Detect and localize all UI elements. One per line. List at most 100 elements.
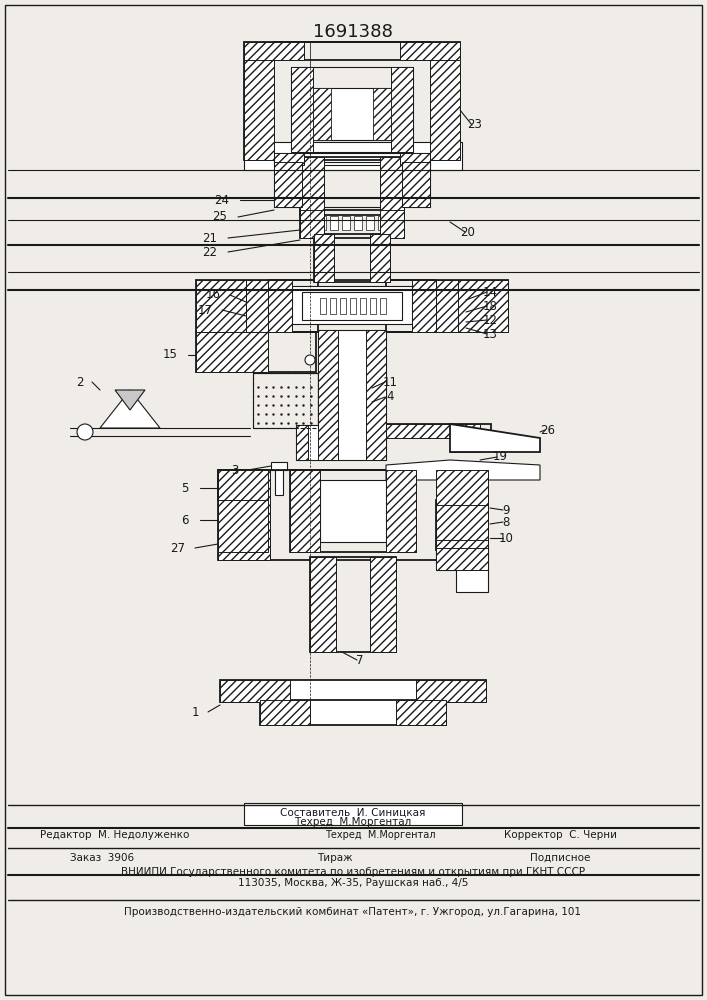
Bar bbox=[436, 548, 488, 570]
Bar bbox=[244, 50, 274, 160]
Bar bbox=[300, 157, 404, 215]
Bar bbox=[342, 216, 350, 230]
Bar bbox=[386, 470, 416, 552]
Polygon shape bbox=[450, 424, 540, 452]
Text: 21: 21 bbox=[202, 232, 218, 244]
Polygon shape bbox=[115, 390, 145, 410]
Bar bbox=[300, 210, 404, 238]
Bar bbox=[274, 153, 430, 165]
Bar bbox=[260, 700, 310, 725]
Bar bbox=[370, 298, 376, 314]
Bar bbox=[370, 557, 396, 652]
Bar bbox=[386, 424, 491, 438]
Text: 9: 9 bbox=[502, 504, 510, 516]
Bar bbox=[436, 548, 488, 570]
Bar bbox=[450, 424, 480, 452]
Bar bbox=[253, 373, 318, 428]
Text: Подписное: Подписное bbox=[530, 853, 590, 863]
Text: Заказ  3906: Заказ 3906 bbox=[70, 853, 134, 863]
Bar bbox=[386, 280, 508, 332]
Bar bbox=[310, 557, 396, 652]
Bar bbox=[436, 470, 488, 560]
Bar bbox=[380, 157, 404, 215]
Text: Производственно-издательский комбинат «Патент», г. Ужгород, ул.Гагарина, 101: Производственно-издательский комбинат «П… bbox=[124, 907, 581, 917]
Text: 24: 24 bbox=[214, 194, 230, 207]
Bar bbox=[302, 292, 402, 320]
Bar bbox=[274, 153, 304, 165]
Bar bbox=[354, 216, 362, 230]
Bar bbox=[310, 557, 336, 652]
Bar bbox=[196, 280, 318, 332]
Bar bbox=[360, 298, 366, 314]
Bar bbox=[291, 67, 313, 152]
Bar bbox=[292, 286, 412, 324]
Bar bbox=[244, 142, 462, 170]
Bar bbox=[318, 216, 326, 230]
Bar bbox=[412, 280, 436, 332]
Bar bbox=[220, 680, 486, 702]
Text: 18: 18 bbox=[483, 300, 498, 312]
Bar bbox=[275, 465, 283, 495]
Text: 19: 19 bbox=[493, 450, 508, 464]
Bar bbox=[313, 88, 331, 140]
Bar bbox=[366, 330, 386, 460]
Bar bbox=[320, 480, 386, 542]
Bar bbox=[218, 500, 268, 552]
Bar bbox=[456, 568, 488, 592]
Bar bbox=[378, 216, 386, 230]
Text: 17: 17 bbox=[197, 304, 213, 316]
Bar bbox=[380, 298, 386, 314]
Bar bbox=[196, 332, 316, 372]
Bar bbox=[218, 470, 268, 500]
Text: 13: 13 bbox=[483, 328, 498, 340]
Bar bbox=[260, 700, 446, 725]
Bar bbox=[274, 42, 430, 60]
Bar bbox=[370, 234, 390, 282]
Text: 12: 12 bbox=[482, 314, 498, 326]
Bar bbox=[436, 500, 488, 550]
Bar bbox=[296, 425, 320, 460]
Text: Техред  М.Моргентал: Техред М.Моргентал bbox=[294, 817, 411, 827]
Bar bbox=[244, 42, 304, 60]
Bar bbox=[196, 280, 246, 332]
Bar bbox=[296, 425, 308, 460]
Text: 7: 7 bbox=[356, 654, 363, 666]
Bar bbox=[416, 680, 486, 702]
Bar bbox=[373, 88, 391, 140]
Bar bbox=[218, 470, 268, 500]
Bar bbox=[400, 153, 430, 165]
Text: 20: 20 bbox=[460, 226, 475, 238]
Bar bbox=[244, 803, 462, 825]
Bar bbox=[402, 162, 430, 207]
Text: 23: 23 bbox=[467, 118, 482, 131]
Bar bbox=[458, 280, 508, 332]
Text: 6: 6 bbox=[181, 514, 189, 526]
Bar bbox=[314, 234, 334, 282]
Text: Редактор  М. Недолуженко: Редактор М. Недолуженко bbox=[40, 830, 189, 840]
Text: 26: 26 bbox=[540, 424, 556, 436]
Polygon shape bbox=[100, 390, 160, 428]
Text: 5: 5 bbox=[181, 482, 189, 494]
Text: 14: 14 bbox=[482, 286, 498, 298]
Bar bbox=[391, 67, 413, 152]
Bar bbox=[396, 700, 446, 725]
Bar bbox=[436, 505, 488, 540]
Polygon shape bbox=[386, 460, 540, 480]
Bar bbox=[318, 330, 338, 460]
Bar bbox=[380, 210, 404, 238]
Bar bbox=[436, 280, 458, 332]
Bar bbox=[291, 67, 413, 152]
Bar bbox=[268, 280, 292, 332]
Bar bbox=[290, 470, 416, 552]
Text: ВНИИПИ Государственного комитета по изобретениям и открытиям при ГКНТ СССР: ВНИИПИ Государственного комитета по изоб… bbox=[121, 867, 585, 877]
Bar bbox=[218, 470, 488, 560]
Text: 22: 22 bbox=[202, 245, 218, 258]
Text: 113035, Москва, Ж-35, Раушская наб., 4/5: 113035, Москва, Ж-35, Раушская наб., 4/5 bbox=[238, 878, 468, 888]
Text: 25: 25 bbox=[213, 211, 228, 224]
Circle shape bbox=[77, 424, 93, 440]
Text: 27: 27 bbox=[170, 542, 185, 554]
Bar bbox=[300, 210, 324, 238]
Bar bbox=[320, 298, 326, 314]
Bar bbox=[244, 42, 460, 160]
Bar bbox=[340, 298, 346, 314]
